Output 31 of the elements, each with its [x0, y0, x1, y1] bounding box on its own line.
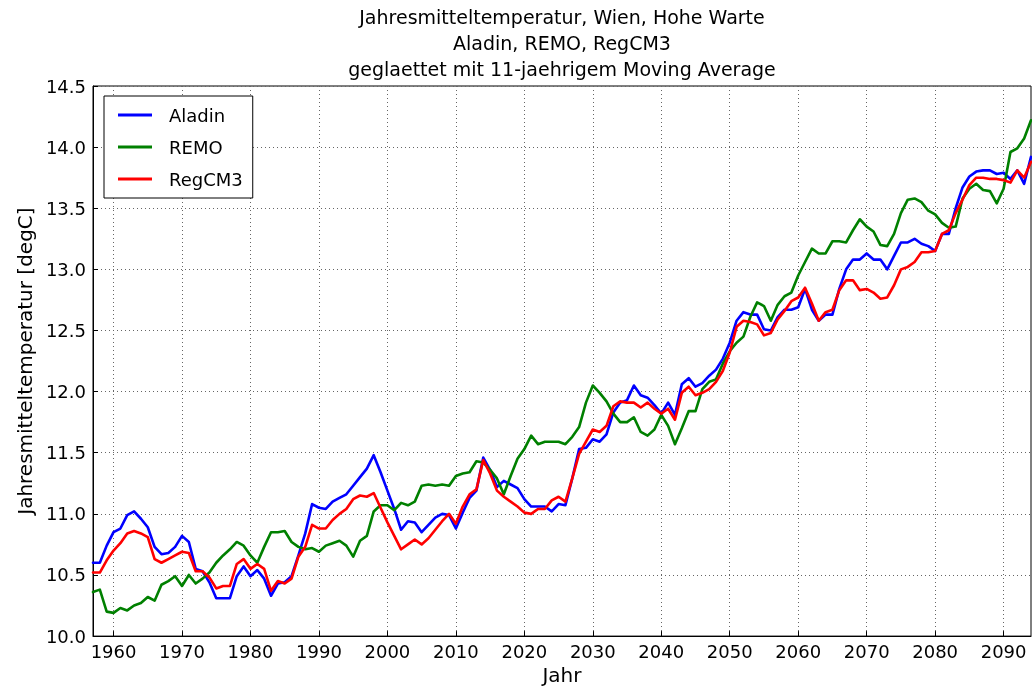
x-tick-label: 1980 [227, 640, 274, 662]
legend-label: Aladin [169, 104, 226, 126]
x-tick-label: 2030 [569, 640, 616, 662]
legend-label: RegCM3 [169, 168, 243, 190]
x-tick-label: 2080 [912, 640, 959, 662]
x-tick-label: 1960 [90, 640, 137, 662]
chart-title: Jahresmitteltemperatur, Wien, Hohe Warte [358, 6, 765, 28]
x-tick-label: 1970 [159, 640, 205, 662]
y-tick-label: 11.5 [45, 442, 86, 464]
x-tick-label: 2020 [501, 640, 548, 662]
x-tick-label: 2060 [775, 640, 822, 662]
x-tick-label: 2010 [432, 640, 479, 662]
y-tick-label: 10.5 [45, 564, 86, 586]
y-tick-label: 10.0 [45, 625, 86, 647]
y-tick-label: 13.0 [45, 258, 86, 280]
y-tick-label: 13.5 [45, 197, 86, 219]
y-tick-label: 11.0 [45, 503, 86, 525]
x-tick-label: 2090 [980, 640, 1027, 662]
x-tick-label: 2040 [638, 640, 685, 662]
legend-label: REMO [169, 136, 223, 158]
y-axis-title: Jahresmitteltemperatur [degC] [13, 207, 38, 517]
y-tick-label: 12.5 [45, 319, 86, 341]
y-tick-label: 14.5 [45, 75, 86, 97]
chart-subtitle: Aladin, REMO, RegCM3 geglaettet mit 11-jaehrigem Moving Average [348, 32, 776, 80]
x-tick-label: 2050 [706, 640, 753, 662]
x-tick-label: 1990 [296, 640, 342, 662]
x-tick-label: 2070 [843, 640, 890, 662]
y-tick-label: 12.0 [45, 381, 86, 403]
y-tick-label: 14.0 [45, 136, 86, 158]
x-tick-label: 2000 [364, 640, 411, 662]
x-axis-title: Jahr [540, 663, 583, 687]
